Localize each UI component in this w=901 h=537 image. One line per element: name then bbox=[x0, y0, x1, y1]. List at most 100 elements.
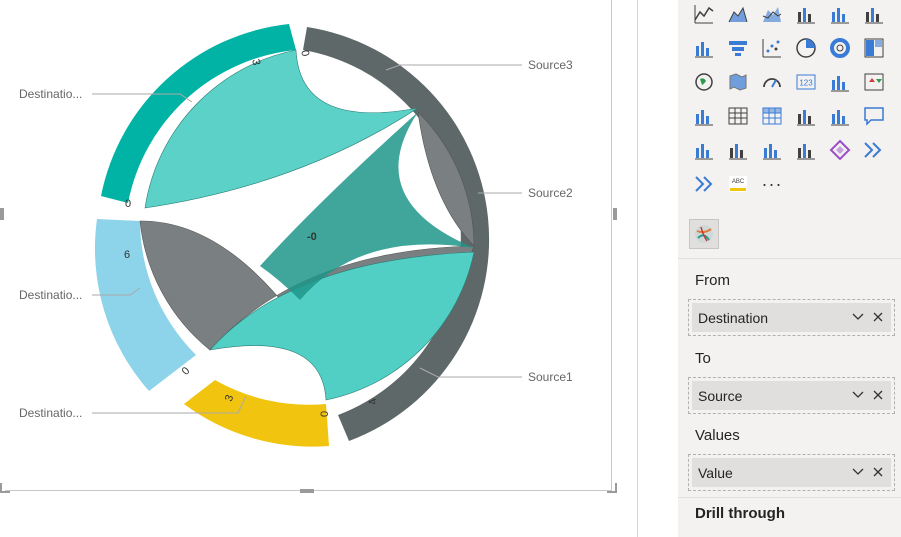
field-pill-destination[interactable]: Destination bbox=[692, 303, 891, 332]
close-icon[interactable] bbox=[871, 465, 885, 479]
donut-chart-icon[interactable] bbox=[826, 34, 854, 62]
filled-map-icon[interactable] bbox=[724, 68, 752, 96]
field-pill-value[interactable]: Value bbox=[692, 458, 891, 487]
chevron-down-icon[interactable] bbox=[851, 465, 865, 479]
arc-destination-mid[interactable] bbox=[94, 219, 196, 391]
svg-text:ABC: ABC bbox=[732, 179, 745, 185]
waterfall-icon[interactable] bbox=[690, 34, 718, 62]
scatter-icon[interactable] bbox=[758, 34, 786, 62]
metrics-icon[interactable] bbox=[724, 136, 752, 164]
word-cloud-icon[interactable]: ABC bbox=[724, 170, 752, 198]
close-icon[interactable] bbox=[871, 388, 885, 402]
resize-handle-right[interactable] bbox=[613, 208, 617, 220]
report-canvas[interactable]: Source3 Source2 Source1 Destinatio... De… bbox=[0, 0, 637, 537]
resize-corner-bottom-left[interactable] bbox=[0, 483, 10, 493]
well-title-from: From bbox=[695, 272, 730, 289]
kpi-icon bbox=[864, 73, 884, 91]
arc-destination-top[interactable] bbox=[101, 24, 296, 203]
paginated-report-icon[interactable] bbox=[758, 136, 786, 164]
stacked-area-icon bbox=[762, 7, 782, 22]
map-icon bbox=[695, 73, 713, 91]
funnel-icon[interactable] bbox=[724, 34, 752, 62]
slicer-icon bbox=[695, 110, 713, 126]
multi-row-card-icon[interactable] bbox=[826, 68, 854, 96]
line-clustered-column-icon[interactable] bbox=[792, 0, 820, 28]
line-chart-icon bbox=[694, 5, 714, 24]
drill-through-heading[interactable]: Drill through bbox=[695, 505, 785, 522]
field-name: Destination bbox=[698, 309, 769, 326]
chord-chart[interactable]: Source3 Source2 Source1 Destinatio... De… bbox=[0, 0, 637, 537]
key-influencers-icon bbox=[797, 110, 815, 126]
resize-corner-bottom-right[interactable] bbox=[607, 483, 617, 493]
area-chart-icon[interactable] bbox=[724, 0, 752, 28]
chord-visual-icon[interactable] bbox=[689, 219, 719, 249]
close-icon[interactable] bbox=[871, 310, 885, 324]
card-icon[interactable]: 123 bbox=[792, 68, 820, 96]
resize-handle-left[interactable] bbox=[0, 208, 4, 220]
metrics-icon bbox=[729, 144, 747, 160]
arc-sources[interactable] bbox=[303, 27, 490, 441]
ribbon-chart-icon bbox=[865, 8, 883, 24]
tick-source1-zero: 0 bbox=[319, 411, 331, 417]
tick-source1-value: 4 bbox=[367, 397, 380, 407]
qa-icon[interactable] bbox=[860, 102, 888, 130]
chord-source3-dest-top[interactable] bbox=[144, 49, 419, 209]
matrix-icon bbox=[762, 107, 782, 125]
map-icon[interactable] bbox=[690, 68, 718, 96]
table-icon bbox=[728, 107, 748, 125]
filled-map-icon bbox=[729, 73, 747, 91]
label-destination-mid: Destinatio... bbox=[19, 288, 82, 302]
well-from[interactable]: Destination bbox=[688, 299, 895, 336]
ribbon-chart-icon[interactable] bbox=[860, 0, 888, 28]
chevron-down-icon[interactable] bbox=[851, 310, 865, 324]
table-icon[interactable] bbox=[724, 102, 752, 130]
smart-narrative-icon[interactable] bbox=[690, 136, 718, 164]
tick-center: -0 bbox=[307, 231, 317, 243]
tick-dest-mid-zero: 0 bbox=[180, 365, 193, 378]
resize-handle-bottom[interactable] bbox=[300, 489, 314, 493]
well-title-to: To bbox=[695, 350, 711, 367]
area-chart-icon bbox=[728, 6, 748, 23]
gauge-icon[interactable] bbox=[758, 68, 786, 96]
power-automate-icon bbox=[864, 142, 882, 158]
html-content-icon[interactable] bbox=[792, 136, 820, 164]
tick-source3-zero: 0 bbox=[298, 49, 311, 57]
line-stacked-column-icon bbox=[831, 8, 849, 24]
pane-separator bbox=[678, 497, 901, 498]
slicer-icon[interactable] bbox=[690, 102, 718, 130]
arc-destination-bottom[interactable] bbox=[184, 380, 329, 447]
power-automate-flow-icon[interactable] bbox=[690, 170, 718, 198]
label-destination-top: Destinatio... bbox=[19, 87, 82, 101]
matrix-icon[interactable] bbox=[758, 102, 786, 130]
leader-source3 bbox=[385, 64, 522, 71]
field-pill-source[interactable]: Source bbox=[692, 381, 891, 410]
label-destination-bottom: Destinatio... bbox=[19, 406, 82, 420]
gauge-icon bbox=[763, 78, 781, 88]
power-automate-icon[interactable] bbox=[860, 136, 888, 164]
stacked-area-icon[interactable] bbox=[758, 0, 786, 28]
well-to[interactable]: Source bbox=[688, 377, 895, 414]
pane-divider bbox=[637, 0, 638, 537]
treemap-icon[interactable] bbox=[860, 34, 888, 62]
kpi-icon[interactable] bbox=[860, 68, 888, 96]
pie-chart-icon[interactable] bbox=[792, 34, 820, 62]
label-source3: Source3 bbox=[528, 58, 573, 72]
label-source2: Source2 bbox=[528, 186, 573, 200]
paginated-report-icon bbox=[763, 144, 781, 160]
pie-chart-icon bbox=[796, 38, 816, 58]
field-name: Source bbox=[698, 387, 743, 404]
chord-icon-glyph bbox=[695, 225, 713, 243]
label-source1: Source1 bbox=[528, 370, 573, 384]
more-visuals-button[interactable]: ··· bbox=[761, 173, 783, 194]
chevron-down-icon[interactable] bbox=[851, 388, 865, 402]
scatter-icon bbox=[762, 39, 781, 58]
line-stacked-column-icon[interactable] bbox=[826, 0, 854, 28]
decomposition-tree-icon[interactable] bbox=[826, 102, 854, 130]
power-apps-icon[interactable] bbox=[826, 136, 854, 164]
key-influencers-icon[interactable] bbox=[792, 102, 820, 130]
well-values[interactable]: Value bbox=[688, 454, 895, 491]
leader-dest-bottom bbox=[92, 395, 247, 414]
waterfall-icon bbox=[695, 42, 713, 58]
line-chart-icon[interactable] bbox=[690, 0, 718, 28]
tick-dest-bottom-value: 3 bbox=[223, 393, 236, 403]
